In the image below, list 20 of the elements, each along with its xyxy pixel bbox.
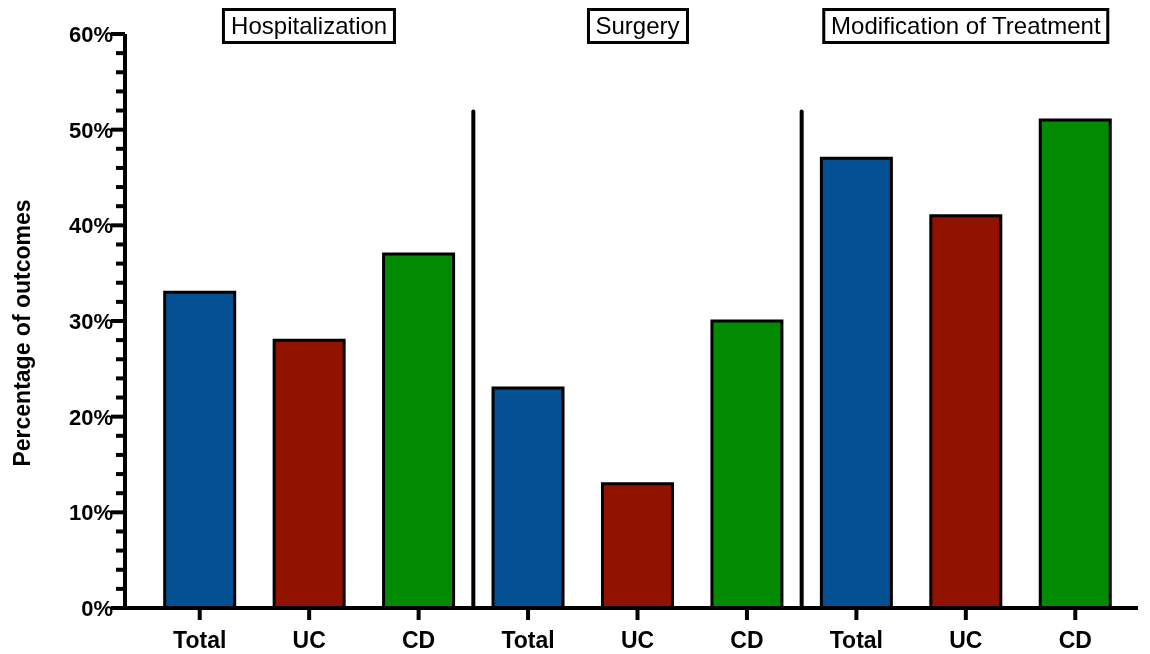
x-tick-label: Total: [173, 627, 227, 653]
y-tick-label: 30%: [68, 309, 113, 334]
x-tick-label: UC: [620, 627, 655, 653]
x-tick-label: CD: [401, 627, 436, 653]
x-tick-label: Total: [829, 627, 884, 653]
y-tick-label: 10%: [68, 500, 113, 526]
y-tick-label: 50%: [68, 117, 113, 143]
y-tick-label: 20%: [68, 404, 113, 430]
annotation: Surgery: [586, 8, 689, 44]
x-tick-label: UC: [949, 627, 983, 653]
annotation: Modification of Treatment: [822, 8, 1110, 44]
y-tick-label: 0%: [81, 596, 113, 621]
x-tick-label: CD: [730, 627, 764, 653]
y-tick-label: 60%: [68, 22, 113, 47]
y-tick-label: 40%: [68, 213, 113, 239]
annotation: Hospitalization: [222, 8, 397, 44]
x-tick-label: CD: [1058, 627, 1092, 653]
x-tick-label: Total: [501, 627, 555, 653]
y-axis-title: Percentage of outcomes: [9, 199, 35, 467]
x-tick-label: UC: [292, 627, 326, 653]
